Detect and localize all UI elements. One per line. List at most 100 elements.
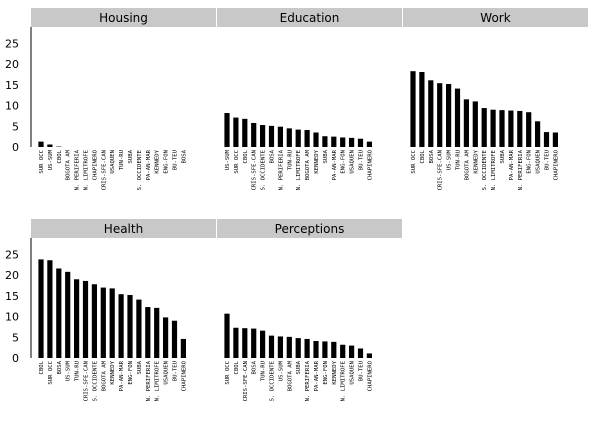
x-tick-label: ENG-FON bbox=[341, 150, 347, 174]
bar-cris-sfe-can bbox=[437, 83, 443, 147]
bar-bogota-am bbox=[100, 287, 106, 358]
bar-tun-ru bbox=[260, 330, 266, 358]
x-tick-label: TUN-RU bbox=[75, 361, 81, 381]
bar-us-sum bbox=[224, 113, 230, 147]
panel-title-strip bbox=[217, 219, 402, 238]
bar-eng-fon bbox=[526, 112, 532, 147]
x-tick-label: CRIS-SFE-CAN bbox=[84, 361, 90, 401]
x-tick-label: CHAPINERO bbox=[553, 149, 559, 180]
bar-usaquen bbox=[535, 121, 541, 147]
x-tick-label: BOGOTA AM bbox=[287, 360, 293, 391]
bar-sur-occ bbox=[233, 117, 239, 147]
x-tick-label: BU-TEU bbox=[173, 150, 179, 170]
x-tick-label: CBOL bbox=[39, 360, 45, 374]
bar-cris-sfe-can bbox=[251, 122, 257, 147]
bar-sur-occ bbox=[410, 71, 416, 147]
bar-usaquen bbox=[163, 317, 169, 358]
x-tick-label: CBOL bbox=[234, 360, 240, 374]
x-tick-label: KENNEDY bbox=[110, 360, 116, 384]
bar-cbol bbox=[242, 118, 248, 147]
bar-usaquen bbox=[349, 137, 355, 147]
panel-work: Work SUR OCC CBOL BOSA CRIS-SFE-CAN US-SUM TUN… bbox=[403, 8, 588, 190]
bar-n-periferia bbox=[304, 338, 310, 358]
x-tick-label: US-SUM bbox=[66, 360, 72, 381]
bar-s-occidente bbox=[260, 125, 266, 147]
panel-health: Health 0 5 10 15 20 25 CBOL SUR OCC BOSA US-SUM TUN… bbox=[5, 219, 216, 401]
x-tick-label: CHAPINERO bbox=[367, 360, 373, 391]
bar-suba bbox=[136, 299, 142, 358]
panel-title-strip bbox=[31, 219, 216, 238]
panel-title-strip bbox=[403, 8, 588, 27]
x-tick-label: SUR OCC bbox=[48, 361, 54, 385]
bar-kennedy bbox=[331, 341, 337, 358]
x-tick-label: USAQUEN bbox=[164, 361, 170, 385]
x-tick-label: SUR OCC bbox=[234, 150, 240, 174]
bar-cris-sfe-can bbox=[82, 280, 89, 358]
bar-bu-teu bbox=[357, 348, 364, 358]
bar-tun-ru bbox=[286, 128, 292, 147]
x-tick-label: TUN-RU bbox=[287, 150, 293, 170]
x-tick-label: BOSA bbox=[429, 149, 435, 163]
x-tick-label: CRIS-SFE-CAN bbox=[438, 150, 444, 190]
x-tick-label: N. LIMITROFE bbox=[296, 149, 302, 190]
panel-title: Housing bbox=[99, 11, 148, 25]
bar-kennedy bbox=[472, 101, 478, 147]
bar-n-limitrofe bbox=[295, 129, 301, 147]
x-tick-label: CHAPINERO bbox=[181, 360, 187, 391]
y-tick-label: 15 bbox=[5, 290, 19, 303]
panel-title: Health bbox=[104, 222, 143, 236]
y-tick-label: 0 bbox=[12, 141, 19, 154]
x-tick-label: PA-AN-MAR bbox=[146, 149, 152, 180]
bar-pa-an-mar bbox=[118, 294, 124, 358]
x-tick-label: SUBA bbox=[296, 360, 302, 374]
bar-usaquen bbox=[349, 345, 355, 358]
panel-education: Education US-SUM SUR OCC CBOL CRIS-SFE-CAN S.… bbox=[217, 8, 402, 190]
bar-n-limitrofe bbox=[490, 109, 496, 147]
x-tick-label: PA-AN-MAR bbox=[509, 149, 515, 180]
x-tick-label: ENG-FON bbox=[128, 361, 134, 385]
y-tick-label: 0 bbox=[12, 352, 19, 365]
bar-bosa bbox=[251, 328, 257, 358]
bar-bosa bbox=[268, 125, 275, 147]
x-tick-label: S. OCCIDENTE bbox=[92, 360, 98, 401]
x-tick-label: N. PERIFERIA bbox=[75, 149, 81, 190]
panel-title-strip bbox=[217, 8, 402, 27]
x-tick-label: S. OCCIDENTE bbox=[137, 149, 143, 190]
panel-title: Perceptions bbox=[275, 222, 345, 236]
bar-us-sum bbox=[47, 144, 53, 147]
x-tick-label: CRIS-SFE-CAN bbox=[243, 361, 249, 401]
bar-chapinero bbox=[366, 141, 372, 147]
bar-cbol bbox=[419, 72, 425, 147]
x-tick-label: S. OCCIDENTE bbox=[482, 149, 488, 190]
panel-perceptions: Perceptions SUR OCC CBOL CRIS-SFE-CAN BOSA TU… bbox=[217, 219, 402, 401]
bar-bosa bbox=[56, 268, 62, 358]
x-tick-label: SUBA bbox=[500, 149, 506, 163]
x-tick-label: S. OCCIDENTE bbox=[270, 360, 276, 401]
x-tick-label: N. PERIFERIA bbox=[305, 360, 311, 401]
y-tick-label: 25 bbox=[5, 248, 19, 261]
bar-s-occidente bbox=[268, 335, 275, 358]
bar-bu-teu bbox=[357, 138, 364, 147]
x-tick-label: ENG-FON bbox=[527, 150, 533, 174]
x-tick-label: CBOL bbox=[57, 149, 63, 163]
bar-n-limitrofe bbox=[340, 344, 346, 358]
panel-title: Work bbox=[480, 11, 510, 25]
bar-chapinero bbox=[366, 353, 372, 358]
x-tick-label: US-SUM bbox=[225, 149, 231, 170]
bar-bu-teu bbox=[171, 320, 178, 358]
y-tick-label: 20 bbox=[5, 269, 19, 282]
x-tick-label: US-SUM bbox=[278, 360, 284, 381]
x-tick-label: BU-TEU bbox=[359, 361, 365, 381]
y-tick-label: 25 bbox=[5, 37, 19, 50]
bar-suba bbox=[322, 136, 328, 147]
bar-sur-occ bbox=[47, 260, 53, 358]
x-tick-label: N. PERIFERIA bbox=[278, 149, 284, 190]
bar-tun-ru bbox=[74, 279, 80, 358]
x-tick-label: CHAPINERO bbox=[92, 149, 98, 180]
x-tick-label: BOGOTA AM bbox=[464, 149, 470, 180]
x-tick-label: USAQUEN bbox=[350, 361, 356, 385]
bar-kennedy bbox=[313, 132, 319, 147]
bar-eng-fon bbox=[322, 341, 328, 358]
bar-chapinero bbox=[552, 132, 558, 147]
